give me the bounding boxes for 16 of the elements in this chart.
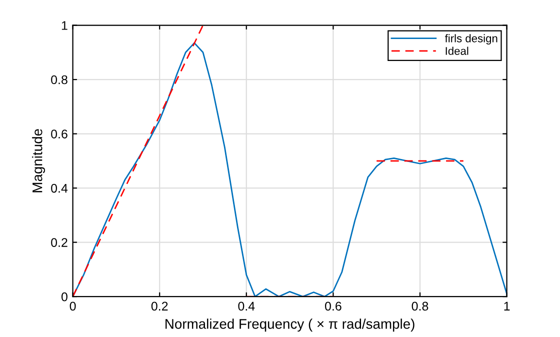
y-tick-label: 0.4 [51, 184, 68, 193]
x-tick-label: 0.2 [151, 302, 168, 311]
y-tick-label: 0.6 [51, 130, 68, 138]
y-tick-label: 0 [61, 292, 68, 302]
legend-label: Ideal [446, 46, 468, 55]
x-tick-label: 0.6 [325, 302, 342, 311]
x-tick-label: 0 [70, 302, 76, 311]
y-axis-title: Magnitude [32, 129, 46, 192]
y-tick-label: 0.8 [51, 75, 68, 84]
y-tick-label: 1 [62, 21, 68, 30]
x-tick-label: 0.4 [238, 302, 255, 311]
y-tick-label: 0.2 [51, 238, 68, 247]
x-tick-label: 1 [504, 302, 510, 310]
legend-label: firls design [444, 34, 498, 45]
x-axis-title: Normalized Frequency ( × π rad/sample) [166, 318, 414, 332]
x-tick-label: 0.8 [412, 302, 428, 311]
